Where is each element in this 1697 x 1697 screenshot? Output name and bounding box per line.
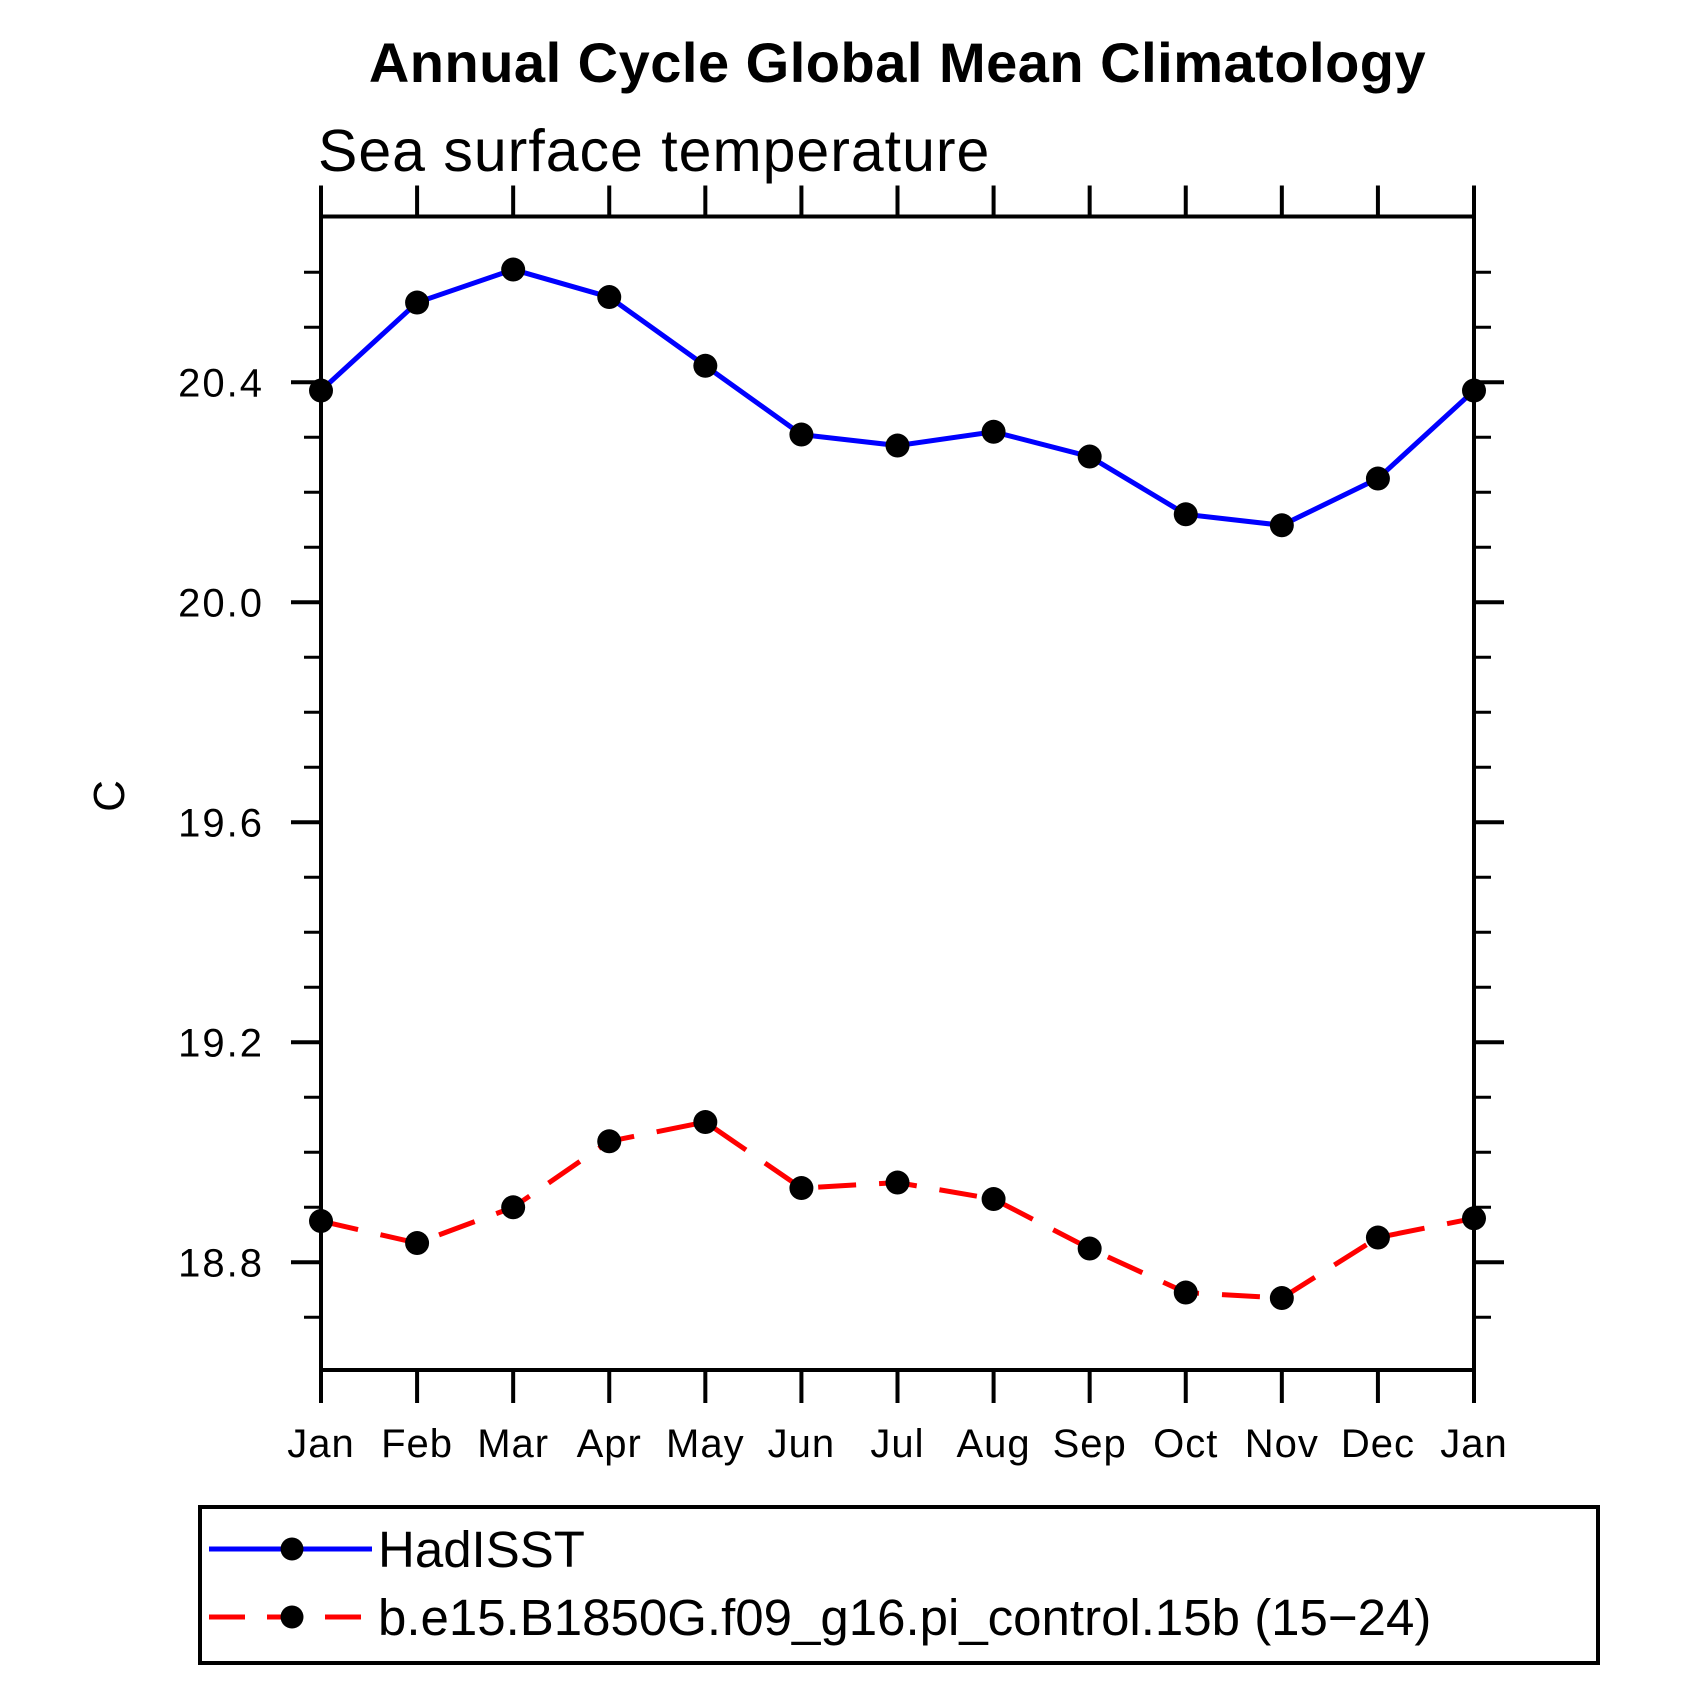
data-point — [597, 1129, 622, 1154]
x-tick-label: Mar — [477, 1422, 549, 1466]
data-point — [1365, 1225, 1390, 1250]
x-tick-label: Jan — [1440, 1422, 1508, 1466]
data-point — [1173, 1280, 1198, 1305]
y-tick-label: 20.4 — [178, 361, 264, 405]
data-point — [405, 290, 430, 315]
legend-label: HadISST — [378, 1520, 585, 1578]
x-tick-label: Oct — [1153, 1422, 1218, 1466]
data-point — [1173, 502, 1198, 527]
data-point — [1365, 466, 1390, 491]
legend-label: b.e15.B1850G.f09_g16.pi_control.15b (15−… — [378, 1588, 1432, 1646]
legend-marker-icon — [280, 1537, 304, 1561]
data-point — [1269, 1286, 1294, 1311]
x-tick-label: Nov — [1245, 1422, 1319, 1466]
x-tick-label: Apr — [577, 1422, 642, 1466]
data-point — [1077, 1236, 1102, 1261]
data-point — [693, 353, 718, 378]
x-tick-label: Dec — [1341, 1422, 1415, 1466]
y-tick-label: 20.0 — [178, 581, 264, 625]
y-tick-label: 19.6 — [178, 801, 264, 845]
data-point — [597, 285, 622, 310]
y-axis-label: C — [85, 780, 134, 812]
series-line-0 — [319, 266, 1476, 528]
data-point — [789, 422, 814, 447]
data-point — [693, 1110, 718, 1135]
data-point — [885, 433, 910, 458]
x-tick-label: May — [666, 1422, 745, 1466]
data-point — [981, 419, 1006, 444]
series-line-1 — [320, 1119, 1475, 1301]
data-point — [1077, 444, 1102, 469]
chart-subtitle: Sea surface temperature — [318, 118, 991, 184]
legend-line-dashed-sample — [209, 1605, 372, 1629]
legend-item-hadisst: HadISST — [202, 1515, 1596, 1583]
y-tick-label: 18.8 — [178, 1241, 264, 1285]
x-tick-label: Jun — [768, 1422, 836, 1466]
data-point — [309, 378, 333, 403]
legend-item-model: b.e15.B1850G.f09_g16.pi_control.15b (15−… — [202, 1583, 1596, 1651]
legend-marker-icon — [280, 1605, 304, 1629]
legend-box: HadISST b.e15.B1850G.f09_g16.pi_control.… — [198, 1505, 1600, 1665]
data-point — [501, 257, 526, 282]
x-tick-label: Jul — [870, 1422, 924, 1466]
data-point — [1462, 1206, 1486, 1231]
x-tick-label: Feb — [381, 1422, 453, 1466]
x-tick-label: Aug — [956, 1422, 1030, 1466]
data-point — [309, 1209, 333, 1234]
data-point — [405, 1231, 430, 1256]
data-point — [885, 1170, 910, 1195]
data-point — [501, 1195, 526, 1220]
chart-title: Annual Cycle Global Mean Climatology — [368, 31, 1427, 94]
x-tick-label: Sep — [1053, 1422, 1127, 1466]
y-tick-label: 19.2 — [178, 1021, 264, 1065]
axis-frame — [319, 214, 1476, 1372]
legend-line-solid-sample — [209, 1537, 372, 1561]
data-point — [1269, 513, 1294, 538]
data-point — [789, 1176, 814, 1201]
x-tick-label: Jan — [287, 1422, 355, 1466]
data-point — [1462, 378, 1486, 403]
data-point — [981, 1187, 1006, 1212]
